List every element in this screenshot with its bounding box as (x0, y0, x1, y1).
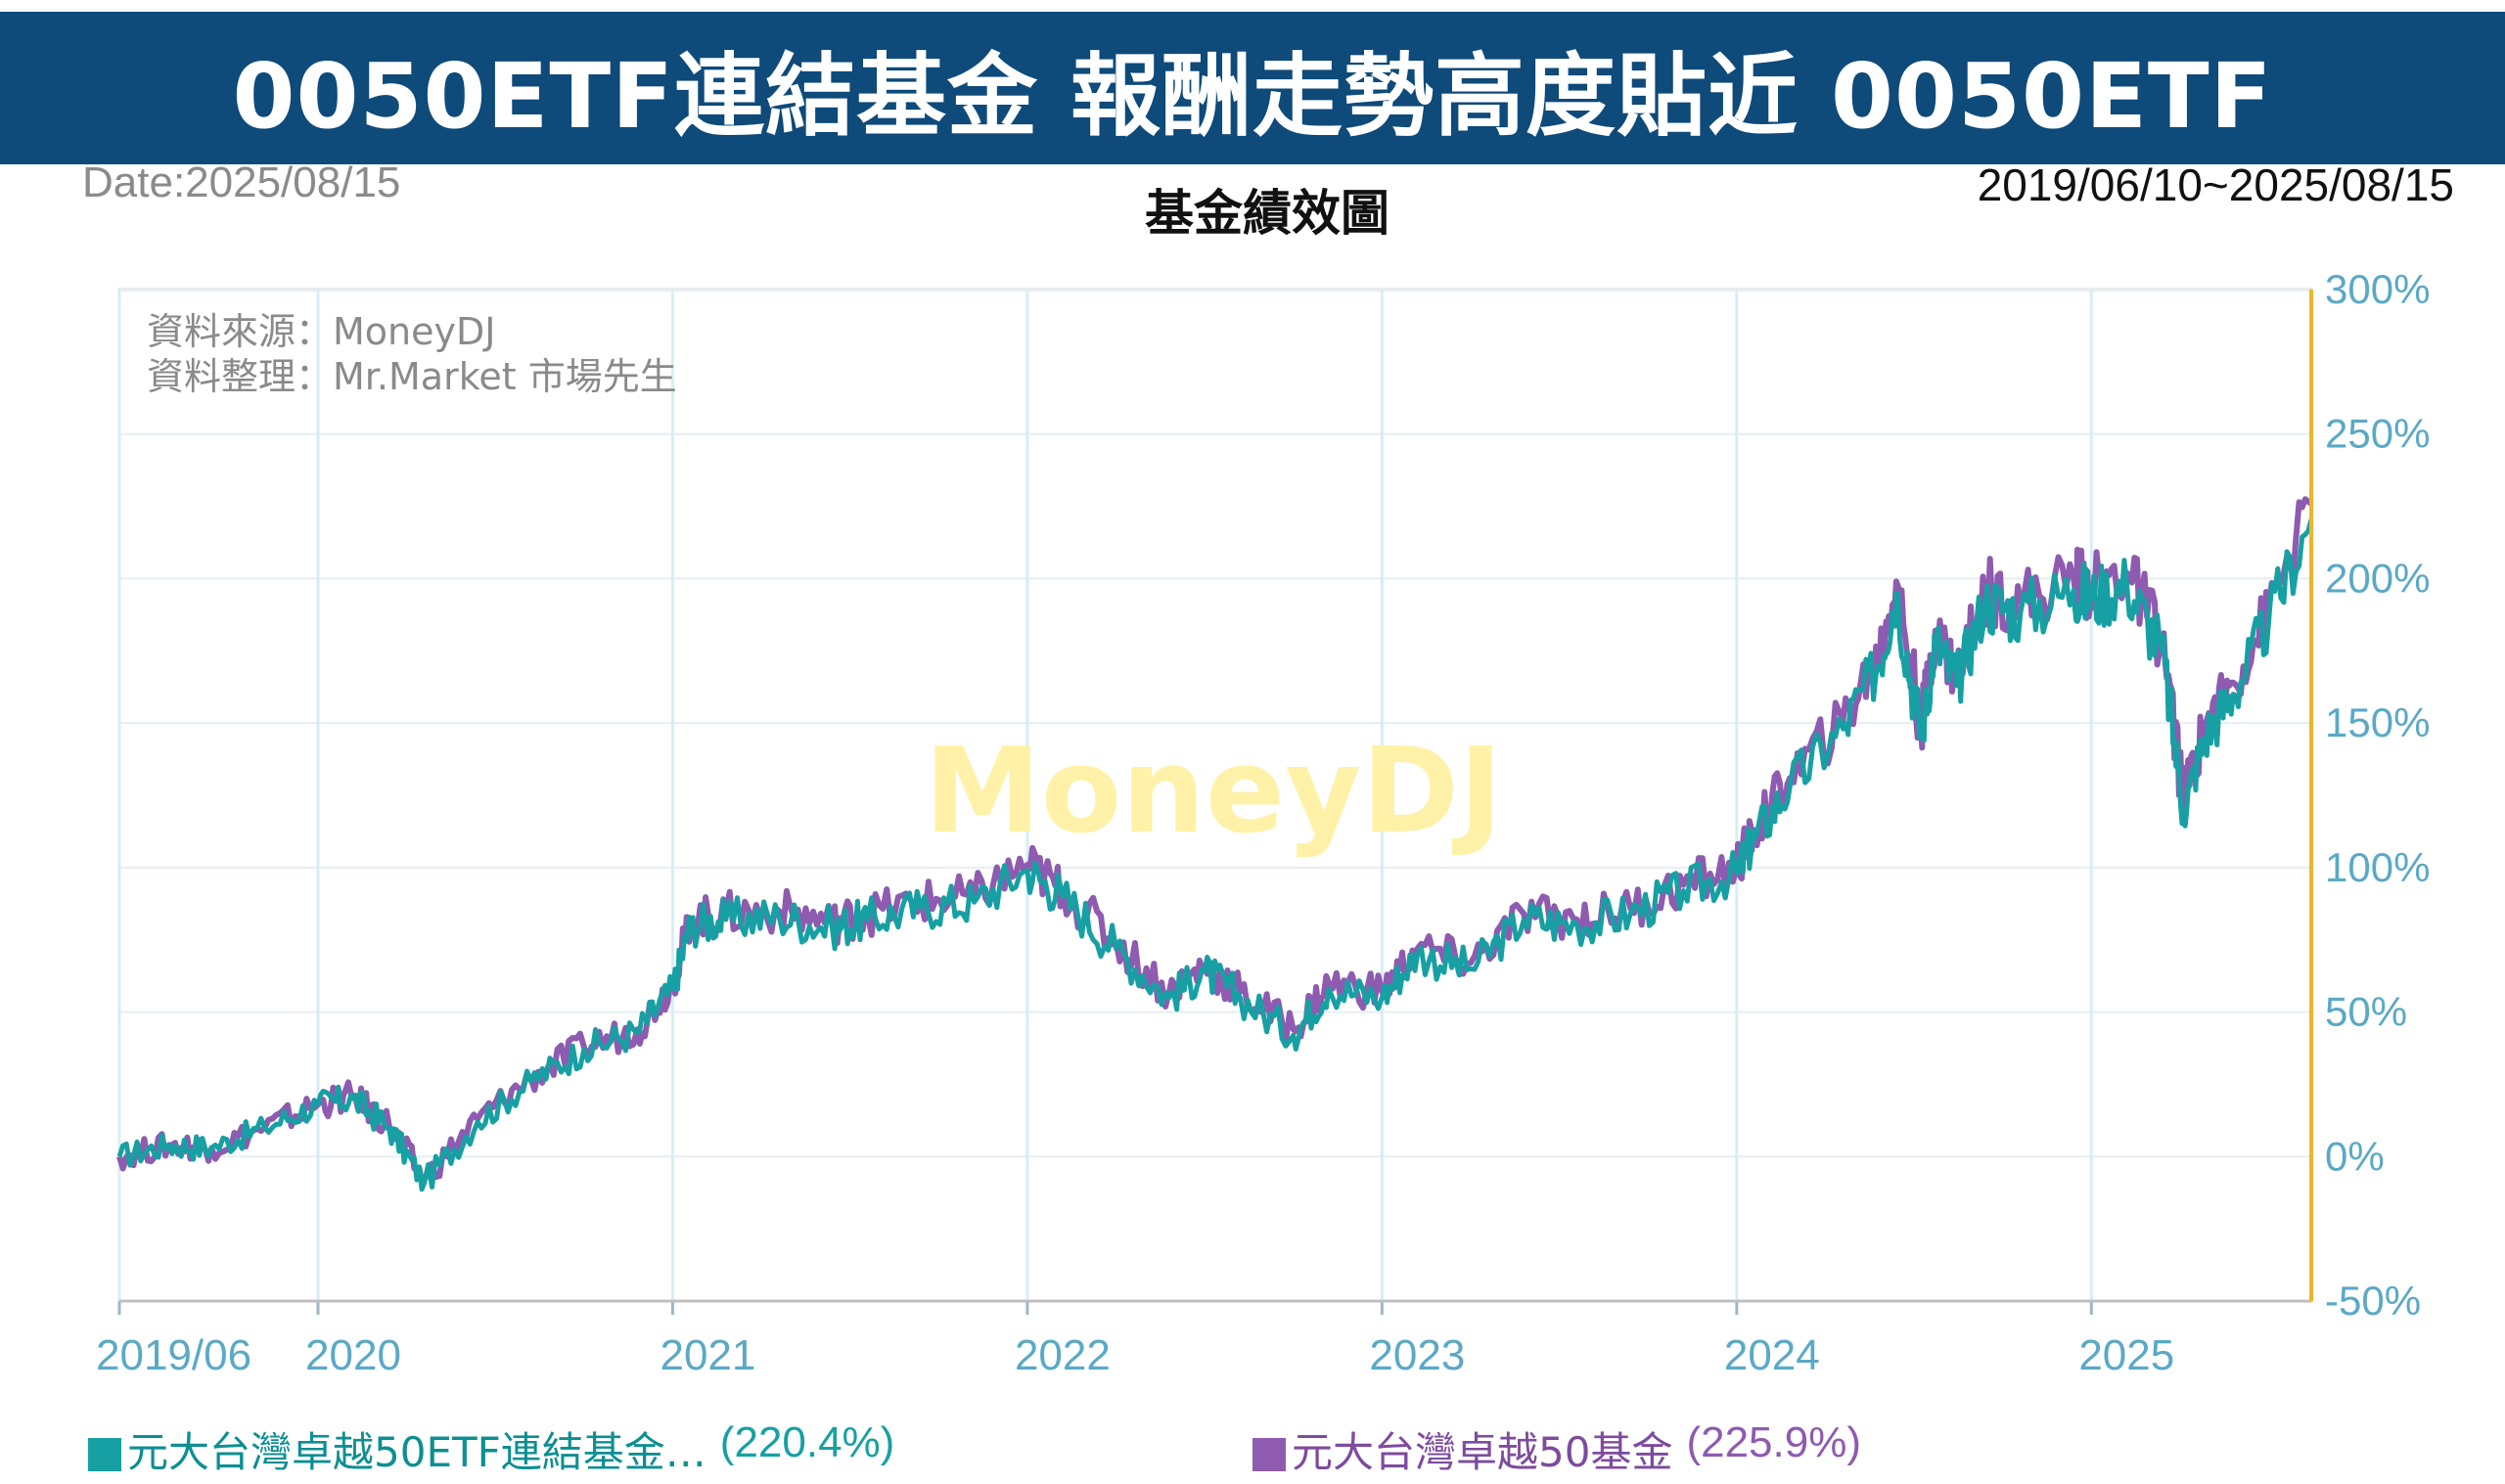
legend-swatch-purple (1252, 1438, 1286, 1471)
x-tick-label: 2024 (1724, 1331, 1820, 1379)
x-tick-label: 2019/06 (96, 1331, 251, 1379)
banner-title: 0050ETF連結基金 報酬走勢高度貼近 0050ETF (232, 43, 2273, 149)
y-tick-label: 200% (2325, 555, 2430, 601)
x-tick-label: 2023 (1369, 1331, 1465, 1379)
chart-title: 基金績效圖 (1145, 185, 1389, 242)
title-banner: 0050ETF連結基金 報酬走勢高度貼近 0050ETF (0, 12, 2505, 164)
x-tick-label: 2022 (1015, 1331, 1111, 1379)
source-annotation: 資料來源：MoneyDJ (147, 310, 495, 353)
y-tick-label: 100% (2325, 844, 2430, 890)
series-layer (116, 496, 2314, 1192)
watermark-text: MoneyDJ (924, 724, 1502, 860)
date-range-label: 2019/06/10~2025/08/15 (1977, 159, 2454, 210)
date-label: Date:2025/08/15 (82, 158, 401, 206)
grid-layer (117, 288, 2313, 1303)
y-tick-label: -50% (2325, 1278, 2421, 1324)
y-tick-label: 250% (2325, 411, 2430, 457)
legend-value: (220.4%) (719, 1418, 895, 1466)
axis-layer: 300% 250% 200% 150% 100% 50% 0% -50% 2019/06 2020… (96, 266, 2430, 1379)
legend-value: (225.9%) (1686, 1418, 1861, 1466)
series-line-feeder-fund (116, 518, 2314, 1192)
y-tick-label: 0% (2325, 1133, 2385, 1179)
x-tick-label: 2021 (660, 1331, 755, 1379)
y-tick-label: 300% (2325, 266, 2430, 312)
y-tick-label: 150% (2325, 699, 2430, 745)
legend-swatch-teal (88, 1438, 121, 1471)
x-tick-label: 2025 (2078, 1331, 2174, 1379)
legend-name: 元大台灣卓越50ETF連結基金… (127, 1428, 706, 1476)
y-tick-label: 50% (2325, 989, 2407, 1035)
legend-item-feeder-fund[interactable]: 元大台灣卓越50ETF連結基金… (220.4%) (88, 1418, 894, 1479)
compiler-annotation: 資料整理：Mr.Market 市場先生 (147, 355, 677, 398)
legend-item-etf[interactable]: 元大台灣卓越50基金 (225.9%) (1252, 1418, 1861, 1479)
x-tick-label: 2020 (305, 1331, 401, 1379)
legend-name: 元大台灣卓越50基金 (1292, 1428, 1673, 1476)
